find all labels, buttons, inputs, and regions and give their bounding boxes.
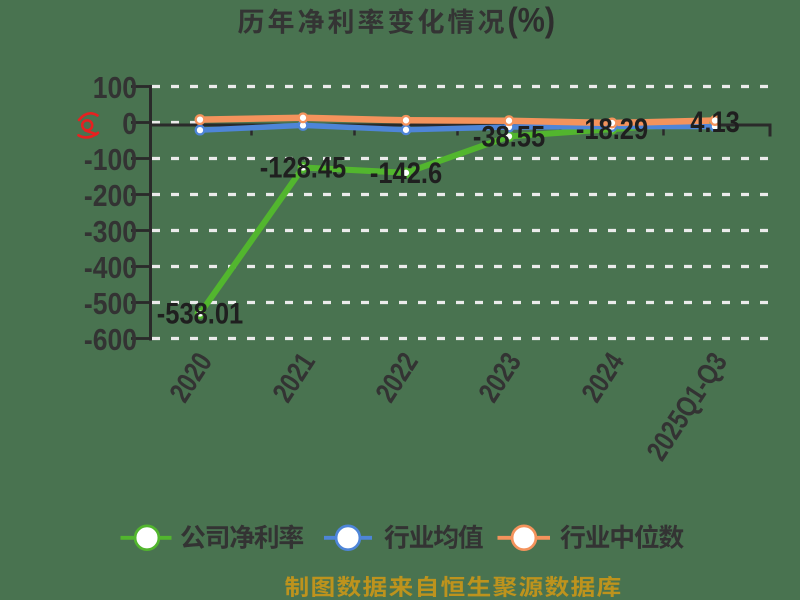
svg-text:-38.55: -38.55: [473, 119, 545, 152]
svg-text:(%): (%): [508, 1, 556, 39]
svg-text:-600: -600: [84, 323, 137, 357]
svg-text:0: 0: [122, 107, 137, 141]
svg-text:-100: -100: [84, 143, 137, 177]
svg-text:-500: -500: [84, 287, 137, 321]
svg-text:-142.6: -142.6: [370, 156, 442, 189]
svg-text:-538.01: -538.01: [157, 297, 243, 330]
svg-text:-18.29: -18.29: [576, 112, 648, 145]
svg-text:-400: -400: [84, 251, 137, 285]
svg-text:-200: -200: [84, 179, 137, 213]
svg-text:4.13: 4.13: [690, 105, 740, 138]
svg-text:100: 100: [93, 71, 137, 105]
svg-text:-300: -300: [84, 215, 137, 249]
svg-text:-128.45: -128.45: [260, 151, 346, 184]
